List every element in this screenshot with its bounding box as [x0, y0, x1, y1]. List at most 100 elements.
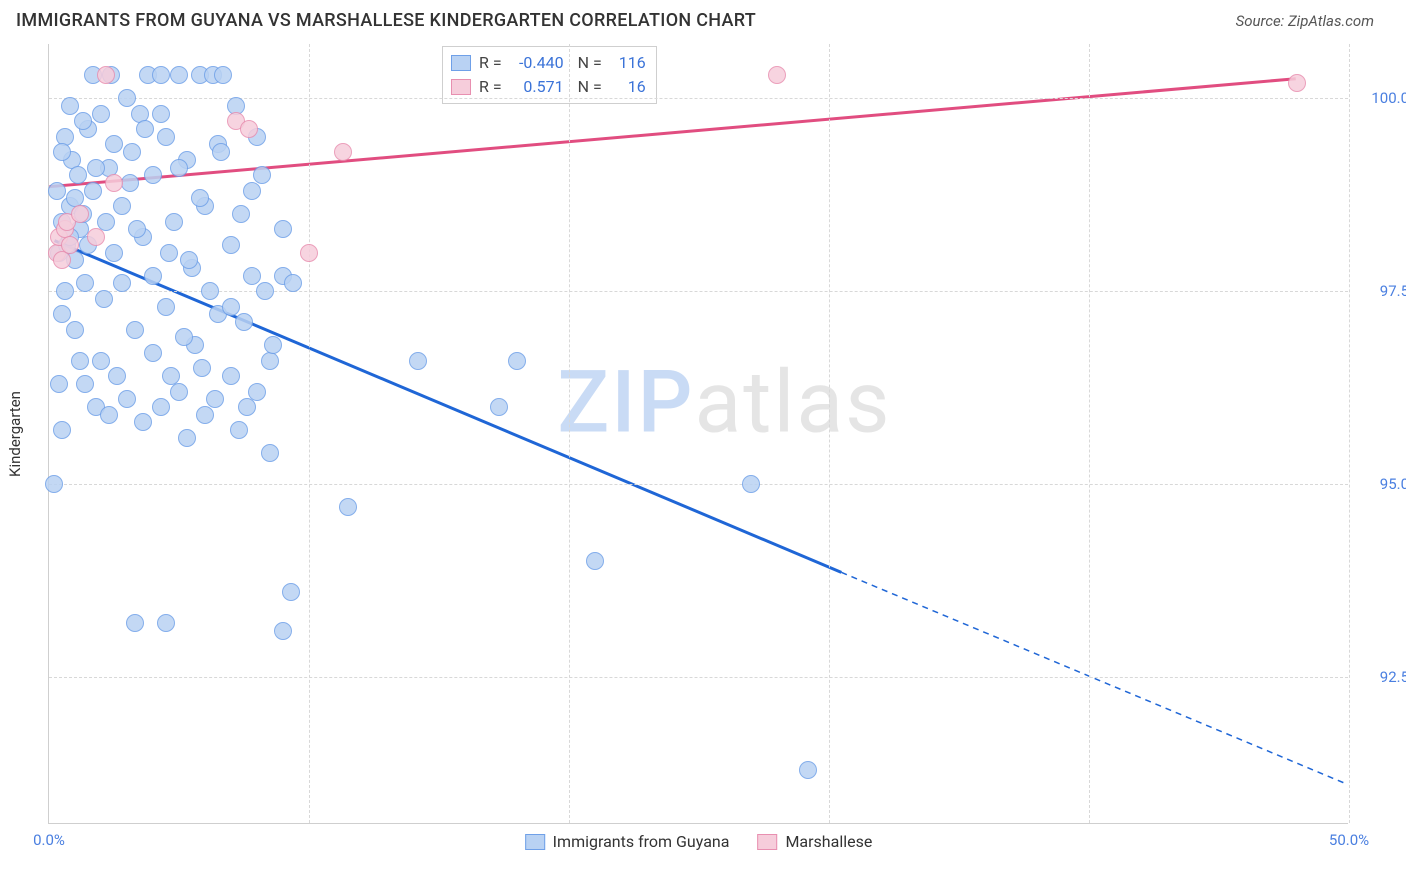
data-point [53, 421, 71, 439]
data-point [222, 367, 240, 385]
data-point [152, 105, 170, 123]
data-point [53, 143, 71, 161]
data-point [97, 213, 115, 231]
data-point [126, 321, 144, 339]
horizontal-gridline [49, 291, 1348, 292]
data-point [170, 383, 188, 401]
trendline-dashed [841, 572, 1347, 784]
data-point [157, 614, 175, 632]
n-value: 16 [610, 75, 646, 99]
data-point [162, 367, 180, 385]
data-point [339, 498, 357, 516]
data-point [334, 143, 352, 161]
legend-label: Immigrants from Guyana [553, 832, 730, 851]
data-point [157, 128, 175, 146]
data-point [238, 398, 256, 416]
data-point [261, 352, 279, 370]
data-point [71, 352, 89, 370]
data-point [191, 189, 209, 207]
data-point [214, 66, 232, 84]
data-point [282, 583, 300, 601]
watermark-zip: ZIP [557, 352, 694, 453]
data-point [170, 66, 188, 84]
data-point [105, 174, 123, 192]
data-point [92, 352, 110, 370]
data-point [50, 375, 68, 393]
data-point [97, 66, 115, 84]
stats-legend-box: R =-0.440N =116R =0.571N =16 [442, 46, 657, 104]
data-point [144, 166, 162, 184]
vertical-gridline [1349, 44, 1350, 823]
data-point [490, 398, 508, 416]
data-point [71, 205, 89, 223]
data-point [144, 344, 162, 362]
data-point [235, 313, 253, 331]
data-point [108, 367, 126, 385]
data-point [53, 251, 71, 269]
data-point [157, 298, 175, 316]
data-point [193, 359, 211, 377]
data-point [92, 105, 110, 123]
data-point [105, 135, 123, 153]
data-point [69, 166, 87, 184]
data-point [128, 220, 146, 238]
data-point [118, 390, 136, 408]
data-point [248, 383, 266, 401]
data-point [45, 475, 63, 493]
data-point [113, 274, 131, 292]
stats-row: R =-0.440N =116 [451, 51, 646, 75]
data-point [87, 228, 105, 246]
data-point [261, 444, 279, 462]
chart-plot-area: Kindergarten ZIPatlas R =-0.440N =116R =… [48, 44, 1348, 824]
x-tick-label: 50.0% [1329, 831, 1369, 849]
data-point [768, 66, 786, 84]
data-point [1288, 74, 1306, 92]
data-point [206, 390, 224, 408]
data-point [123, 143, 141, 161]
data-point [586, 552, 604, 570]
n-value: 116 [610, 51, 646, 75]
data-point [100, 406, 118, 424]
r-value: 0.571 [510, 75, 564, 99]
series-swatch [451, 55, 471, 71]
data-point [61, 97, 79, 115]
data-point [74, 112, 92, 130]
chart-source: Source: ZipAtlas.com [1236, 12, 1374, 30]
trendline-solid [49, 79, 1295, 187]
data-point [274, 220, 292, 238]
vertical-gridline [1089, 44, 1090, 823]
data-point [66, 321, 84, 339]
y-tick-label: 100.0% [1360, 89, 1406, 107]
data-point [799, 761, 817, 779]
legend-item: Marshallese [757, 832, 872, 851]
legend-swatch [757, 834, 777, 850]
data-point [126, 614, 144, 632]
watermark: ZIPatlas [557, 352, 891, 453]
data-point [175, 328, 193, 346]
data-point [256, 282, 274, 300]
stats-row: R =0.571N =16 [451, 75, 646, 99]
legend-label: Marshallese [785, 832, 872, 851]
data-point [212, 143, 230, 161]
data-point [56, 282, 74, 300]
data-point [232, 205, 250, 223]
data-point [230, 421, 248, 439]
data-point [508, 352, 526, 370]
bottom-legend: Immigrants from Guyana Marshallese [525, 832, 873, 851]
data-point [61, 236, 79, 254]
data-point [264, 336, 282, 354]
legend-item: Immigrants from Guyana [525, 832, 730, 851]
data-point [76, 375, 94, 393]
data-point [178, 429, 196, 447]
chart-header: IMMIGRANTS FROM GUYANA VS MARSHALLESE KI… [0, 0, 1406, 37]
data-point [76, 274, 94, 292]
r-label: R = [479, 51, 502, 75]
y-tick-label: 97.5% [1360, 282, 1406, 300]
data-point [165, 213, 183, 231]
chart-title: IMMIGRANTS FROM GUYANA VS MARSHALLESE KI… [16, 10, 756, 31]
series-swatch [451, 79, 471, 95]
vertical-gridline [309, 44, 310, 823]
x-tick-label: 0.0% [33, 831, 65, 849]
data-point [144, 267, 162, 285]
data-point [300, 244, 318, 262]
